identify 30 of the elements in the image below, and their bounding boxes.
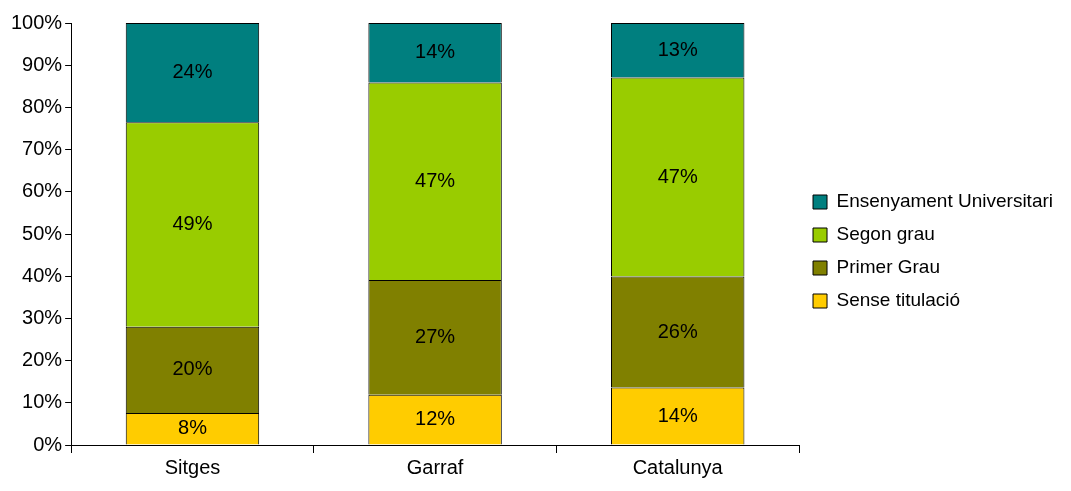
data-label: 27% xyxy=(415,324,456,347)
y-tick-label: 80% xyxy=(22,94,63,117)
data-label: 49% xyxy=(172,212,213,235)
data-label: 26% xyxy=(657,319,698,342)
y-tick-label: 10% xyxy=(22,390,63,413)
y-tick-label: 60% xyxy=(22,179,63,202)
data-label: 14% xyxy=(415,40,456,63)
data-label: 8% xyxy=(178,416,208,439)
y-tick-label: 0% xyxy=(33,432,63,455)
data-label: 47% xyxy=(657,164,698,187)
data-label: 12% xyxy=(415,407,456,430)
y-tick-label: 50% xyxy=(22,221,63,244)
legend-label: Ensenyament Universitari xyxy=(836,190,1054,212)
legend-label: Primer Grau xyxy=(836,256,940,278)
data-label: 14% xyxy=(657,403,698,426)
y-tick-label: 90% xyxy=(22,52,63,75)
data-label: 24% xyxy=(172,60,213,83)
y-tick-label: 20% xyxy=(22,348,63,371)
y-tick-label: 40% xyxy=(22,263,63,286)
x-tick-label: Catalunya xyxy=(632,455,724,478)
y-tick-label: 70% xyxy=(22,137,63,160)
data-label: 47% xyxy=(415,168,456,191)
data-label: 20% xyxy=(172,357,213,380)
x-tick-label: Sitges xyxy=(164,455,221,478)
y-tick-label: 30% xyxy=(22,305,63,328)
legend-label: Segon grau xyxy=(836,223,935,245)
data-label: 13% xyxy=(657,37,698,60)
legend-label: Sense titulació xyxy=(836,289,961,311)
y-tick-label: 100% xyxy=(11,10,63,33)
x-tick-label: Garraf xyxy=(406,455,464,478)
